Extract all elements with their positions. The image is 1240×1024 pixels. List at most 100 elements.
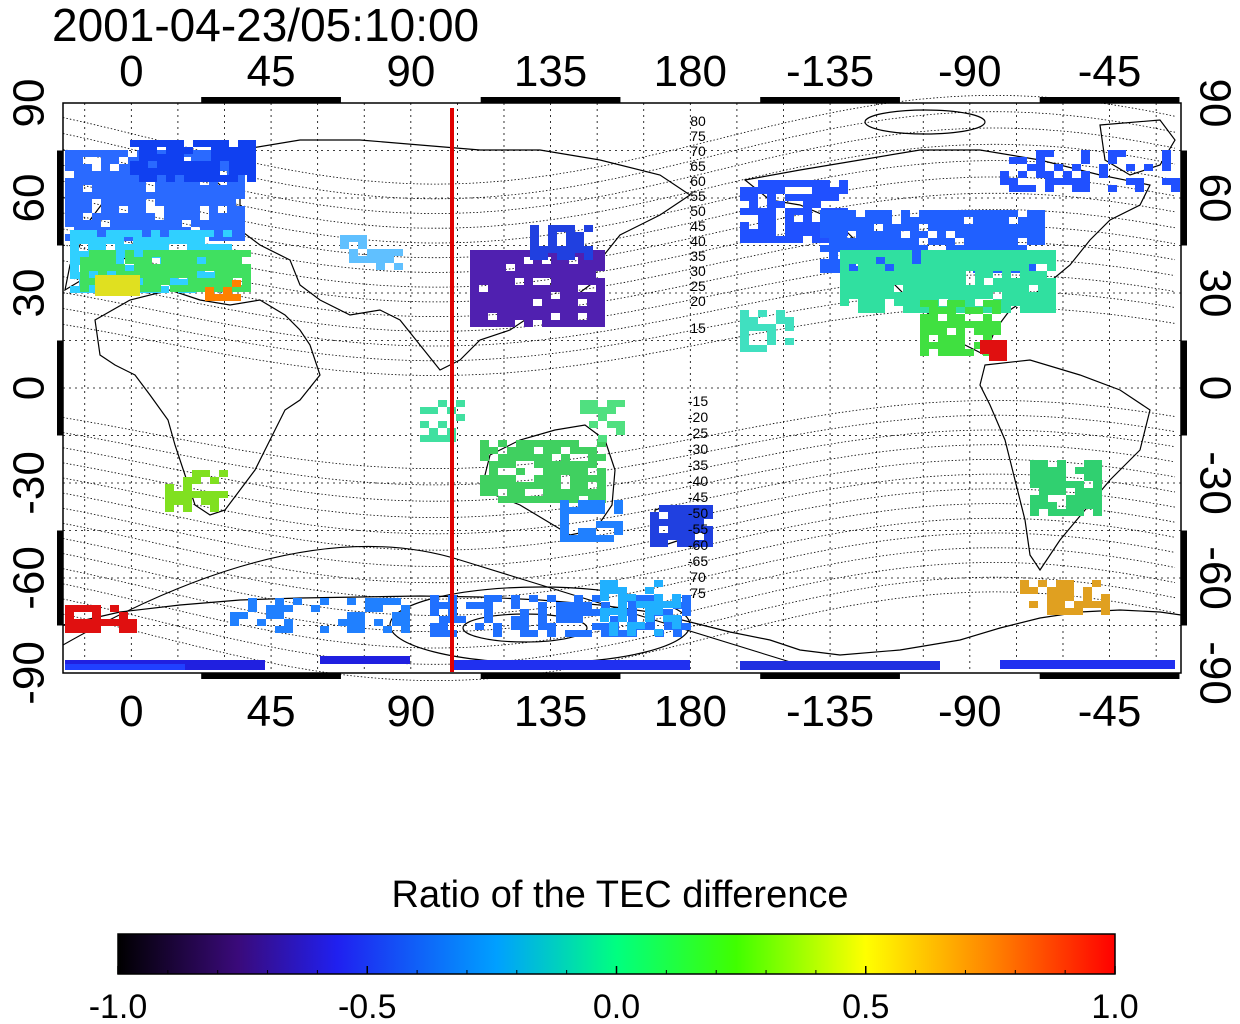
tec-patch <box>215 271 224 278</box>
tec-patch <box>534 454 543 461</box>
tec-patch <box>929 314 938 321</box>
tec-patch <box>955 217 964 224</box>
tec-patch <box>668 526 677 533</box>
tec-patch <box>65 157 74 164</box>
tec-patch <box>227 220 236 227</box>
tec-patch <box>614 500 623 507</box>
tec-patch <box>910 252 919 259</box>
tec-patch <box>148 175 157 182</box>
top-lon-label: 45 <box>247 47 296 96</box>
tec-patch <box>89 264 98 271</box>
tec-patch <box>984 306 993 313</box>
contour-label-south: -30 <box>688 441 708 457</box>
tec-patch <box>1075 502 1084 509</box>
tec-patch <box>166 175 175 182</box>
tec-patch <box>1056 580 1065 587</box>
tec-patch <box>89 257 98 264</box>
tec-patch <box>143 271 152 278</box>
tec-patch <box>964 231 973 238</box>
tec-patch <box>921 257 930 264</box>
tec-patch <box>1038 257 1047 264</box>
tec-patch <box>867 264 876 271</box>
tec-patch <box>1048 509 1057 516</box>
tec-patch <box>143 278 152 285</box>
tec-patch <box>349 249 358 256</box>
tec-patch <box>598 407 607 414</box>
tec-patch <box>982 224 991 231</box>
tec-patch <box>749 208 758 215</box>
tec-patch <box>192 491 201 498</box>
tec-patch <box>912 264 921 271</box>
tec-patch <box>1045 150 1054 157</box>
tec-patch <box>530 239 539 246</box>
tec-patch <box>170 257 179 264</box>
tec-patch <box>160 244 169 251</box>
tec-patch <box>218 227 227 234</box>
tec-patch <box>133 237 142 244</box>
tec-patch <box>275 598 284 605</box>
tec-patch <box>520 630 529 637</box>
tec-patch <box>614 521 623 528</box>
tec-patch <box>497 250 506 257</box>
tec-patch <box>794 208 803 215</box>
tec-patch <box>507 496 516 503</box>
tec-patch <box>668 505 677 512</box>
tec-patch <box>151 244 160 251</box>
tec-patch <box>367 249 376 256</box>
tec-patch <box>874 231 883 238</box>
tec-patch <box>894 299 903 306</box>
tec-patch <box>1011 292 1020 299</box>
tec-patch <box>430 595 439 602</box>
tec-patch <box>1047 264 1056 271</box>
tec-patch <box>767 331 776 338</box>
tec-patch <box>578 320 587 327</box>
tec-patch <box>113 282 122 289</box>
tec-patch <box>539 246 548 253</box>
tec-patch <box>551 285 560 292</box>
tec-patch <box>79 230 88 237</box>
tec-patch <box>74 626 83 633</box>
tec-patch <box>1101 594 1110 601</box>
tec-patch <box>561 468 570 475</box>
tec-patch <box>74 605 83 612</box>
tec-patch <box>196 272 205 279</box>
tec-patch <box>211 168 220 175</box>
tec-patch <box>497 313 506 320</box>
tec-patch <box>991 231 1000 238</box>
tec-patch <box>1038 292 1047 299</box>
tec-patch <box>146 213 155 220</box>
tec-patch <box>529 595 538 602</box>
tec-patch <box>197 278 206 285</box>
tec-patch <box>83 626 92 633</box>
tec-patch <box>785 215 794 222</box>
tec-patch <box>885 271 894 278</box>
tec-patch <box>704 540 713 547</box>
tec-patch <box>574 616 583 623</box>
tec-patch <box>838 210 847 217</box>
tec-patch <box>596 250 605 257</box>
tec-patch <box>533 306 542 313</box>
tec-patch <box>92 220 101 227</box>
tec-patch <box>110 185 119 192</box>
contour-label-south: -25 <box>688 425 708 441</box>
tec-patch <box>998 347 1007 354</box>
tec-patch <box>566 253 575 260</box>
tec-patch <box>565 630 574 637</box>
tec-patch <box>974 342 983 349</box>
tec-patch <box>497 320 506 327</box>
tec-patch <box>479 292 488 299</box>
tec-patch <box>115 237 124 244</box>
tec-patch <box>975 292 984 299</box>
tec-patch <box>197 250 206 257</box>
tec-patch <box>616 421 625 428</box>
tec-patch <box>65 220 74 227</box>
tec-patch <box>143 264 152 271</box>
contour-line <box>62 127 1176 214</box>
tec-patch <box>488 257 497 264</box>
tec-patch <box>101 164 110 171</box>
tec-patch <box>98 271 107 278</box>
tec-patch <box>930 271 939 278</box>
tec-patch <box>569 264 578 271</box>
tec-patch <box>930 285 939 292</box>
tec-patch <box>430 623 439 630</box>
